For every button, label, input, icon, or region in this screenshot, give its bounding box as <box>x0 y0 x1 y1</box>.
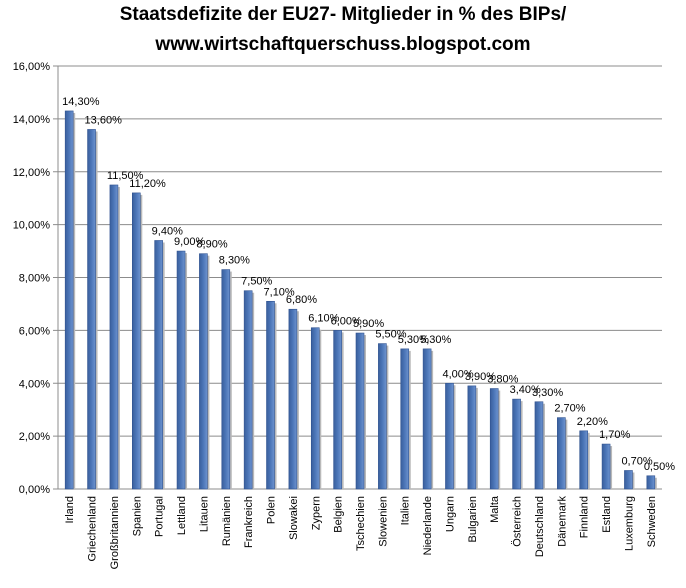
x-tick-label: Polen <box>266 496 278 524</box>
bar-luxemburg <box>624 470 633 490</box>
data-label: 3,30% <box>532 387 563 399</box>
data-label: 5,30% <box>398 334 429 346</box>
x-tick-label: Spanien <box>131 496 143 536</box>
data-label: 11,50% <box>107 170 144 182</box>
x-tick-label: Slowenien <box>377 496 389 547</box>
tick-labels: 0,00% 2,00% 4,00% 6,00% 8,00% 10,00% 12,00% 14,… <box>13 61 658 569</box>
x-tick-label: Österreich <box>512 496 524 547</box>
bar-lettland <box>176 250 186 490</box>
data-label: 3,90% <box>465 371 496 383</box>
chart-title-line-2: www.wirtschaftquerschuss.blogspot.com <box>155 34 531 55</box>
data-label: 9,40% <box>152 225 183 237</box>
bar-rumänien <box>221 269 231 490</box>
data-label: 0,70% <box>621 455 652 467</box>
x-tick-label: Luxemburg <box>623 496 635 551</box>
x-tick-label: Estland <box>601 496 613 533</box>
bar-schweden <box>646 475 656 490</box>
bar-portugal <box>154 240 163 490</box>
data-label: 9,00% <box>174 236 205 248</box>
bar-italien <box>400 348 410 490</box>
data-label: 3,80% <box>487 374 518 386</box>
x-tick-label: Deutschland <box>534 496 546 557</box>
bar-irland <box>64 110 74 490</box>
bar-frankreich <box>243 290 253 490</box>
y-tick-label: 8,00% <box>19 273 50 285</box>
x-tick-label: Finnland <box>579 496 591 538</box>
x-tick-label: Portugal <box>154 496 166 537</box>
bar-dänemark <box>557 417 566 490</box>
x-tick-label: Großbritannien <box>109 496 121 569</box>
y-tick-label: 0,00% <box>19 484 50 496</box>
data-labels: 14,30% 13,60% 11,50%11,20% 9,40%9,00%8,90% 8… <box>62 96 675 473</box>
data-label: 6,80% <box>286 294 317 306</box>
data-label: 2,70% <box>554 403 585 415</box>
bars <box>64 110 657 490</box>
data-label: 8,90% <box>196 239 227 251</box>
data-label: 0,50% <box>644 461 675 473</box>
bar-slowakei <box>288 308 298 490</box>
x-tick-label: Irland <box>64 496 76 524</box>
y-tick-label: 10,00% <box>13 220 51 232</box>
bar-griechenland <box>87 129 96 490</box>
data-label: 5,50% <box>375 329 406 341</box>
x-tick-label: Ungarn <box>444 496 456 532</box>
bar-spanien <box>131 192 141 490</box>
data-label: 11,20% <box>129 178 166 190</box>
x-tick-label: Bulgarien <box>467 496 479 542</box>
y-tick-label: 2,00% <box>19 431 50 443</box>
bar-litauen <box>199 253 208 490</box>
bar-österreich <box>512 398 521 490</box>
x-tick-label: Tschechien <box>355 496 367 551</box>
y-tick-label: 6,00% <box>19 325 50 337</box>
bar-finnland <box>579 430 589 490</box>
chart-title-line-1: Staatsdefizite der EU27- Mitglieder in %… <box>119 4 567 25</box>
data-label: 7,50% <box>241 276 272 288</box>
bar-tschechien <box>355 332 365 490</box>
data-label: 4,00% <box>442 368 473 380</box>
data-label: 5,30% <box>420 334 451 346</box>
data-label: 6,10% <box>308 313 339 325</box>
data-label: 2,20% <box>577 416 608 428</box>
bar-malta <box>489 388 499 490</box>
bar-belgien <box>333 330 342 490</box>
bar-großbritannien <box>109 184 119 490</box>
data-label: 3,40% <box>510 384 541 396</box>
x-tick-label: Griechenland <box>87 496 99 561</box>
data-label: 5,90% <box>353 318 384 330</box>
bar-ungarn <box>445 382 454 490</box>
bar-polen <box>266 300 275 490</box>
x-tick-label: Zypern <box>310 496 322 530</box>
bar-zypern <box>310 327 320 490</box>
bar-estland <box>601 443 611 490</box>
data-label: 1,70% <box>599 429 630 441</box>
bar-bulgarien <box>467 385 477 490</box>
bar-niederlande <box>422 348 432 490</box>
y-tick-label: 16,00% <box>13 61 51 73</box>
x-tick-label: Italien <box>400 496 412 525</box>
data-label: 14,30% <box>62 96 100 108</box>
y-tick-label: 4,00% <box>19 378 50 390</box>
data-label: 8,30% <box>219 255 250 267</box>
x-tick-label: Niederlande <box>422 496 434 555</box>
data-label: 6,00% <box>331 315 362 327</box>
x-tick-label: Belgien <box>333 496 345 533</box>
x-tick-label: Litauen <box>198 496 210 532</box>
y-tick-label: 12,00% <box>13 167 51 179</box>
x-tick-label: Lettland <box>176 496 188 535</box>
x-tick-label: Malta <box>489 495 501 523</box>
bar-deutschland <box>534 401 544 490</box>
bar-slowenien <box>378 343 387 490</box>
x-tick-label: Schweden <box>646 496 658 547</box>
x-tick-label: Frankreich <box>243 496 255 548</box>
x-tick-label: Dänemark <box>556 496 568 547</box>
data-label: 13,60% <box>85 114 123 126</box>
data-label: 7,10% <box>264 286 295 298</box>
y-tick-label: 14,00% <box>13 114 51 126</box>
x-tick-label: Rumänien <box>221 496 233 546</box>
x-tick-label: Slowakei <box>288 496 300 540</box>
